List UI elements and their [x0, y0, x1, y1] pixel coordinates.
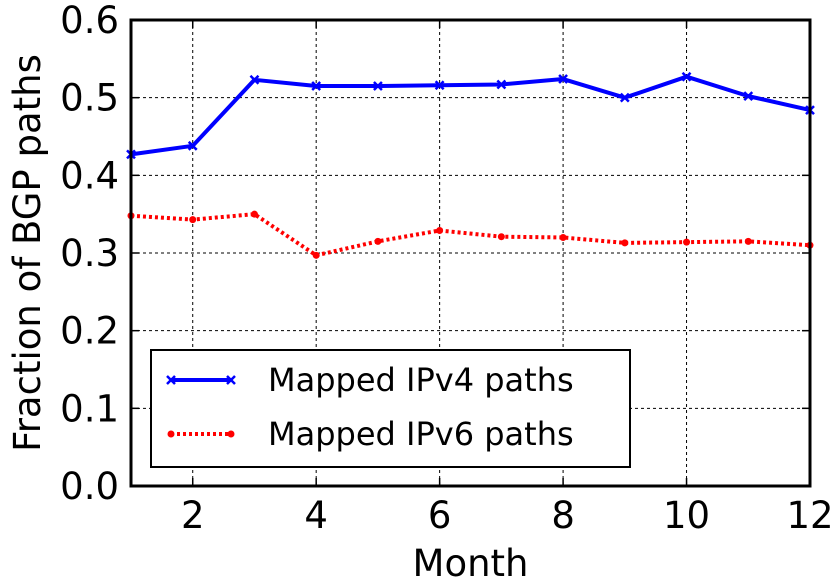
- y-tick-label: 0.6: [60, 0, 119, 42]
- data-point: [187, 140, 198, 151]
- series-line: [130, 212, 811, 258]
- x-tick-label: 8: [551, 494, 575, 537]
- data-point: [681, 71, 692, 82]
- data-point: [374, 237, 382, 245]
- series-1: [126, 71, 815, 160]
- data-point: [621, 239, 629, 247]
- legend: Mapped IPv4 paths Mapped IPv6 paths: [150, 349, 631, 468]
- data-point: [312, 251, 320, 259]
- y-tick-label: 0.3: [60, 232, 119, 275]
- data-point: [250, 210, 258, 218]
- data-point: [311, 81, 322, 91]
- series-2: [127, 210, 814, 259]
- data-point: [619, 92, 630, 103]
- axis-ticks: 2 4 6 8 10 12 0.0 0.1 0.2 0.3 0.4 0.5 0.6: [60, 0, 833, 537]
- data-point: [434, 80, 445, 91]
- x-tick-label: 10: [663, 494, 710, 537]
- y-tick-label: 0.2: [60, 310, 119, 353]
- data-point: [559, 233, 567, 241]
- x-tick-label: 2: [181, 494, 205, 537]
- data-point: [249, 74, 260, 85]
- data-point: [373, 81, 383, 91]
- y-tick-label: 0.1: [60, 387, 119, 430]
- legend-label: Mapped IPv4 paths: [268, 361, 574, 399]
- data-point: [743, 91, 754, 101]
- y-axis-label: Fraction of BGP paths: [6, 54, 49, 452]
- data-point: [744, 237, 752, 245]
- data-point: [189, 216, 197, 224]
- legend-marker: [226, 375, 236, 385]
- legend-label: Mapped IPv6 paths: [268, 415, 574, 453]
- x-axis-label: Month: [413, 542, 529, 583]
- data-point: [496, 79, 507, 90]
- legend-marker: [167, 430, 175, 438]
- series-line: [130, 74, 811, 157]
- data-point: [558, 74, 568, 84]
- series-layer: [126, 71, 815, 259]
- y-tick-label: 0.5: [60, 77, 119, 120]
- data-point: [683, 238, 691, 246]
- legend-box: [150, 349, 631, 468]
- legend-marker: [166, 375, 176, 385]
- legend-marker: [227, 430, 235, 438]
- grid: [131, 20, 810, 486]
- y-tick-label: 0.0: [60, 465, 119, 508]
- x-tick-label: 12: [786, 494, 833, 537]
- data-point: [436, 226, 444, 234]
- x-tick-label: 6: [428, 494, 452, 537]
- data-point: [497, 233, 505, 241]
- x-tick-label: 4: [304, 494, 328, 537]
- y-tick-label: 0.4: [60, 154, 119, 197]
